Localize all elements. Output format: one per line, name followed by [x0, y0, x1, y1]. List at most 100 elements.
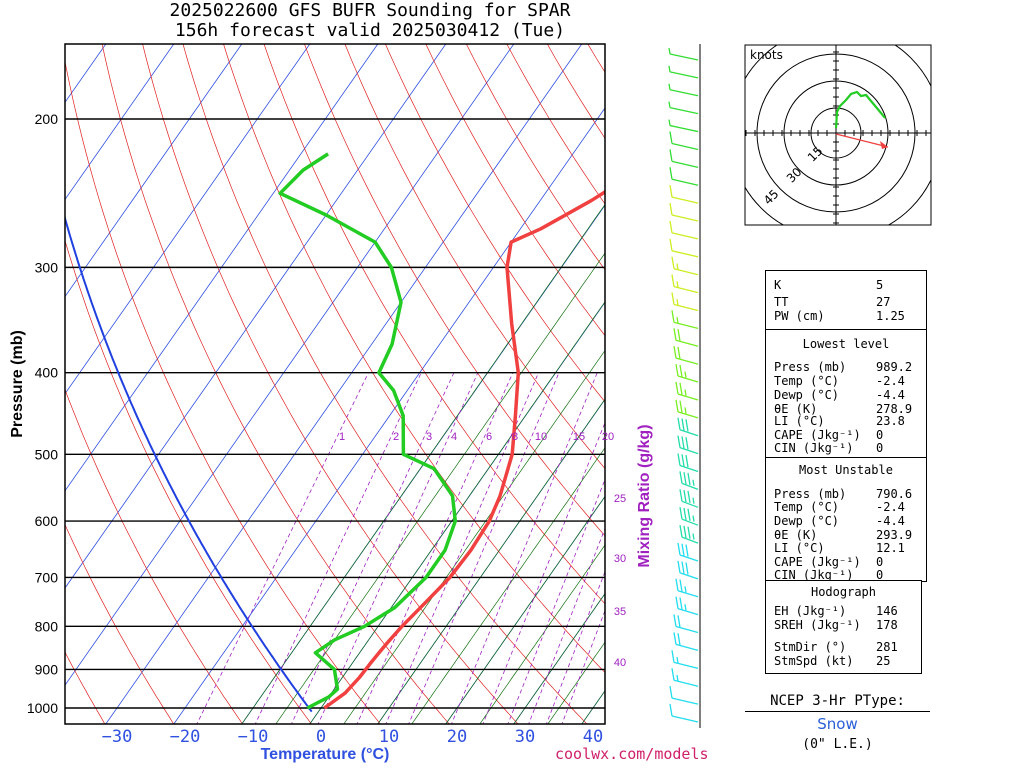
wind-barb-flag — [683, 489, 687, 503]
chart-subtitle: 156h forecast valid 2025030412 (Tue) — [174, 20, 566, 41]
mixing-ratio-tick-label: 15 — [573, 431, 585, 443]
wind-barb — [673, 614, 699, 634]
wind-barb-flag — [671, 650, 675, 663]
moist-adiabat-line — [547, 641, 605, 724]
wind-barb — [673, 328, 699, 347]
dry-adiabat-line — [385, 44, 605, 403]
mixing-ratio-line — [408, 372, 560, 724]
wind-barb-flag — [673, 632, 677, 645]
lowest-value: -2.4 — [876, 374, 905, 388]
wind-barb-flag — [679, 597, 683, 610]
dry-adiabat-line — [65, 388, 244, 724]
temperature-tick-label: 20 — [447, 727, 467, 747]
wind-barb-flag — [675, 363, 679, 377]
hodograph-trace — [834, 90, 886, 129]
wind-barb — [679, 471, 699, 491]
wind-barb-staff — [671, 232, 699, 240]
unstable-label: Dewp (°C) — [774, 514, 840, 528]
wind-barb-halfflag — [668, 83, 671, 90]
wind-barb — [673, 632, 699, 652]
ptype-divider — [745, 711, 930, 712]
wind-barb-flag — [677, 328, 681, 342]
wind-barb — [669, 185, 699, 204]
wind-barb-staff — [679, 429, 699, 437]
wind-barb-flag — [679, 524, 683, 538]
most-unstable-heading: Most Unstable — [799, 463, 893, 477]
wind-barb — [671, 650, 699, 669]
isotherm-line — [65, 44, 175, 201]
mixing-ratio-line — [356, 372, 514, 724]
wind-barb-halfflag — [676, 657, 679, 664]
wind-barb-staff — [677, 608, 699, 616]
moist-adiabat-line — [445, 495, 605, 724]
wind-barb-halfflag — [684, 407, 687, 414]
wind-barb-flag — [669, 202, 673, 216]
lowest-value: 23.8 — [876, 414, 905, 428]
storm-motion-arrowhead — [880, 141, 888, 149]
wind-barb-halfflag — [676, 674, 679, 682]
wind-barb-flag — [677, 346, 681, 360]
wind-barb — [679, 507, 699, 526]
mixing-ratio-line — [561, 609, 605, 724]
y-axis-label: Pressure (mb) — [9, 330, 26, 438]
wind-barb-halfflag — [684, 604, 687, 611]
mixing-ratio-tick-label: 1 — [339, 431, 345, 443]
wind-barb — [675, 381, 699, 401]
wind-barb-flag — [677, 542, 681, 556]
dry-adiabat-line — [65, 651, 106, 724]
wind-barb — [669, 686, 699, 705]
temperature-tick-label: −30 — [102, 727, 133, 747]
mixing-ratio-line — [507, 478, 605, 724]
wind-barb-halfflag — [668, 47, 671, 55]
moist-adiabat-line — [309, 301, 605, 724]
wind-barb-staff — [669, 89, 699, 97]
unstable-value: 790.6 — [876, 487, 913, 501]
temperature-tick-label: 0 — [316, 727, 326, 747]
index-label: TT — [774, 295, 789, 309]
dry-adiabat-line — [182, 44, 588, 724]
unstable-value: 12.1 — [876, 541, 905, 555]
wind-barb-flag — [673, 614, 677, 627]
wind-barb-staff — [681, 518, 699, 526]
wind-barb-flag — [679, 382, 683, 395]
unstable-value: 0 — [876, 568, 884, 582]
wind-barb-staff — [671, 178, 699, 186]
pressure-tick-label: 400 — [35, 365, 59, 381]
lowest-label: CIN (Jkg⁻¹) — [774, 441, 854, 455]
index-value: 5 — [876, 278, 884, 292]
wind-barb-flag — [685, 437, 689, 450]
wind-barb-flag — [671, 274, 675, 287]
isotherm-line — [65, 44, 447, 589]
wind-barb — [677, 417, 699, 437]
dry-adiabat-line — [65, 523, 175, 724]
wind-barb-flag — [681, 418, 685, 431]
wind-barb — [673, 346, 699, 365]
dry-adiabat-line — [993, 0, 1024, 726]
dry-adiabat-line — [344, 44, 605, 470]
plot-frame — [64, 43, 606, 725]
unstable-label: θE (K) — [774, 528, 818, 542]
mixing-ratio-tick-label: 8 — [512, 431, 518, 443]
wind-barb-flag — [679, 400, 683, 413]
wind-barb-halfflag — [684, 371, 687, 378]
lowest-level-heading: Lowest level — [802, 337, 890, 351]
hodo-label: SREH (Jkg⁻¹) — [774, 618, 861, 632]
wind-barb-staff — [671, 214, 699, 222]
wind-barb-staff — [679, 554, 699, 562]
unstable-value: 293.9 — [876, 528, 913, 542]
wind-barb-flag — [683, 525, 687, 538]
dry-adiabat-line — [506, 44, 605, 205]
pressure-tick-label: 800 — [35, 618, 59, 634]
wind-barb — [668, 83, 699, 97]
wind-barb-flag — [669, 167, 673, 180]
moist-adiabat-line — [479, 544, 605, 724]
unstable-value: -2.4 — [876, 500, 905, 514]
wind-barb — [679, 524, 699, 544]
index-value: 27 — [876, 295, 891, 309]
lowest-label: Temp (°C) — [774, 374, 840, 388]
temperature-tick-label: 30 — [515, 727, 535, 747]
wind-barb-flag — [669, 131, 673, 144]
dewpoint-profile-line — [278, 152, 458, 710]
wind-barb-staff — [671, 160, 699, 168]
